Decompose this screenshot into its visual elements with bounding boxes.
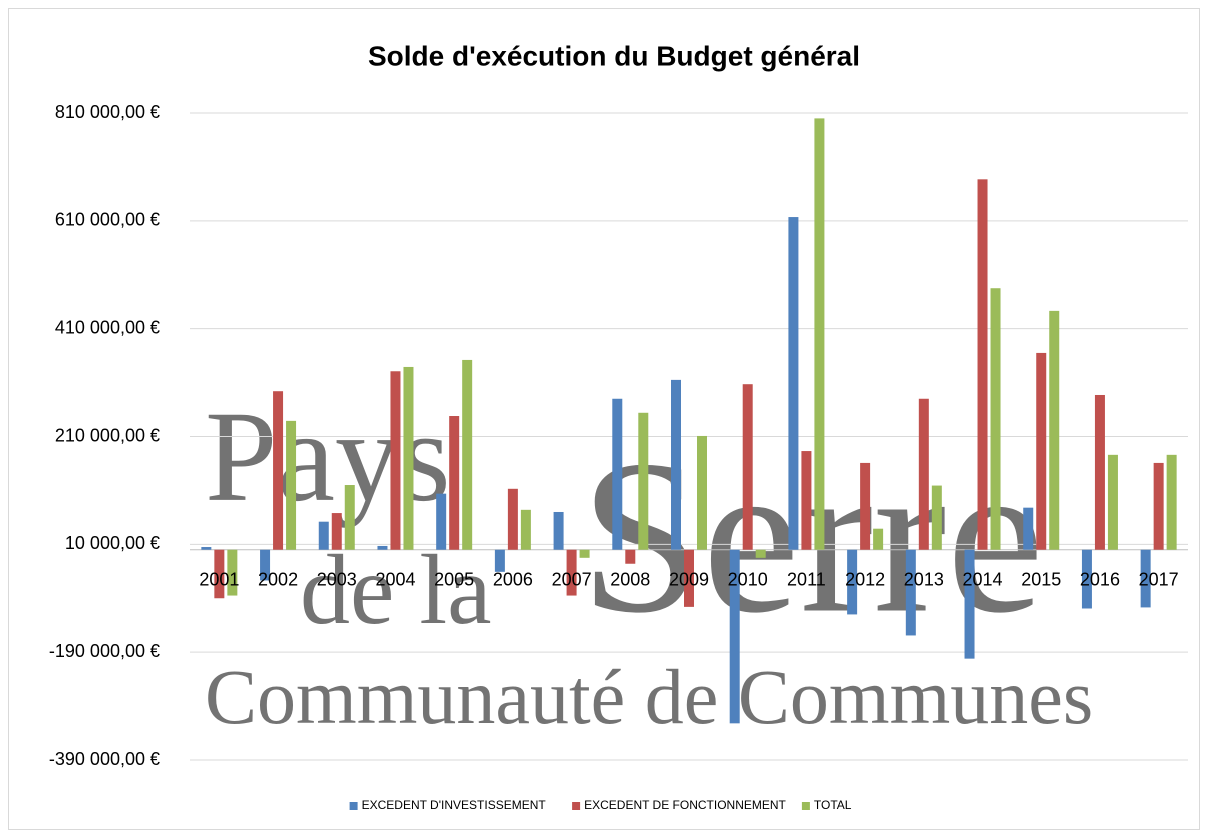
x-tick-label: 2002 bbox=[258, 569, 298, 589]
bar bbox=[403, 367, 413, 550]
bar bbox=[873, 529, 883, 550]
x-tick-label: 2008 bbox=[610, 569, 650, 589]
y-tick-label: 10 000,00 € bbox=[65, 533, 160, 553]
x-tick-label: 2012 bbox=[845, 569, 885, 589]
bar bbox=[1036, 353, 1046, 550]
y-tick-label: 210 000,00 € bbox=[55, 425, 160, 445]
bar bbox=[521, 510, 531, 550]
bar bbox=[508, 489, 518, 550]
bar bbox=[860, 463, 870, 550]
y-tick-label: 810 000,00 € bbox=[55, 102, 160, 122]
bar bbox=[671, 380, 681, 550]
chart: Pays de la Serre Communauté de Communes … bbox=[0, 0, 1208, 835]
watermark-text: Communauté de Communes bbox=[205, 653, 1093, 740]
legend-swatch bbox=[572, 802, 580, 810]
chart-title: Solde d'exécution du Budget général bbox=[368, 40, 860, 71]
bar bbox=[1108, 455, 1118, 550]
bar bbox=[978, 179, 988, 549]
bar bbox=[462, 360, 472, 550]
bar bbox=[625, 550, 635, 564]
bar bbox=[390, 371, 400, 549]
watermark-text: Serre bbox=[580, 414, 1044, 658]
bar bbox=[319, 522, 329, 550]
legend-label: EXCEDENT DE FONCTIONNEMENT bbox=[584, 798, 786, 812]
bar bbox=[286, 421, 296, 550]
y-tick-label: -390 000,00 € bbox=[49, 749, 160, 769]
legend-label: TOTAL bbox=[814, 798, 852, 812]
bar bbox=[1049, 311, 1059, 550]
bar bbox=[697, 436, 707, 550]
bar bbox=[436, 494, 446, 550]
legend-label: EXCEDENT D'INVESTISSEMENT bbox=[362, 798, 547, 812]
bar bbox=[345, 485, 355, 550]
x-tick-label: 2013 bbox=[904, 569, 944, 589]
bar bbox=[332, 513, 342, 550]
x-tick-label: 2009 bbox=[669, 569, 709, 589]
bar bbox=[991, 288, 1001, 549]
x-tick-label: 2006 bbox=[493, 569, 533, 589]
x-tick-label: 2016 bbox=[1080, 569, 1120, 589]
bar bbox=[612, 399, 622, 550]
bar bbox=[814, 118, 824, 549]
x-tick-label: 2001 bbox=[199, 569, 239, 589]
bar bbox=[580, 550, 590, 558]
bar bbox=[449, 416, 459, 550]
bar bbox=[788, 217, 798, 550]
bar bbox=[906, 550, 916, 636]
x-tick-label: 2005 bbox=[434, 569, 474, 589]
x-tick-label: 2004 bbox=[375, 569, 415, 589]
bar bbox=[377, 546, 387, 550]
bar bbox=[1154, 463, 1164, 550]
x-tick-label: 2011 bbox=[787, 569, 826, 589]
y-tick-label: 410 000,00 € bbox=[55, 317, 160, 337]
bar bbox=[932, 486, 942, 550]
bar bbox=[801, 451, 811, 550]
watermark: Pays de la Serre Communauté de Communes bbox=[205, 385, 1093, 740]
bar bbox=[1095, 395, 1105, 550]
x-tick-label: 2014 bbox=[963, 569, 1003, 589]
bar bbox=[965, 550, 975, 659]
x-tick-label: 2015 bbox=[1021, 569, 1061, 589]
y-tick-label: 610 000,00 € bbox=[55, 210, 160, 230]
legend-swatch bbox=[802, 802, 810, 810]
bar bbox=[554, 512, 564, 550]
bar bbox=[743, 384, 753, 550]
x-tick-label: 2007 bbox=[552, 569, 592, 589]
bar bbox=[1023, 508, 1033, 550]
bar bbox=[756, 550, 766, 558]
bar bbox=[638, 413, 648, 550]
x-tick-label: 2003 bbox=[317, 569, 357, 589]
x-tick-label: 2017 bbox=[1139, 569, 1179, 589]
y-tick-label: -190 000,00 € bbox=[49, 641, 160, 661]
x-tick-label: 2010 bbox=[728, 569, 768, 589]
legend-swatch bbox=[350, 802, 358, 810]
bar bbox=[273, 391, 283, 550]
bar bbox=[1167, 455, 1177, 550]
watermark-text: Pays bbox=[205, 385, 451, 529]
bar bbox=[201, 547, 211, 550]
bar bbox=[919, 399, 929, 550]
